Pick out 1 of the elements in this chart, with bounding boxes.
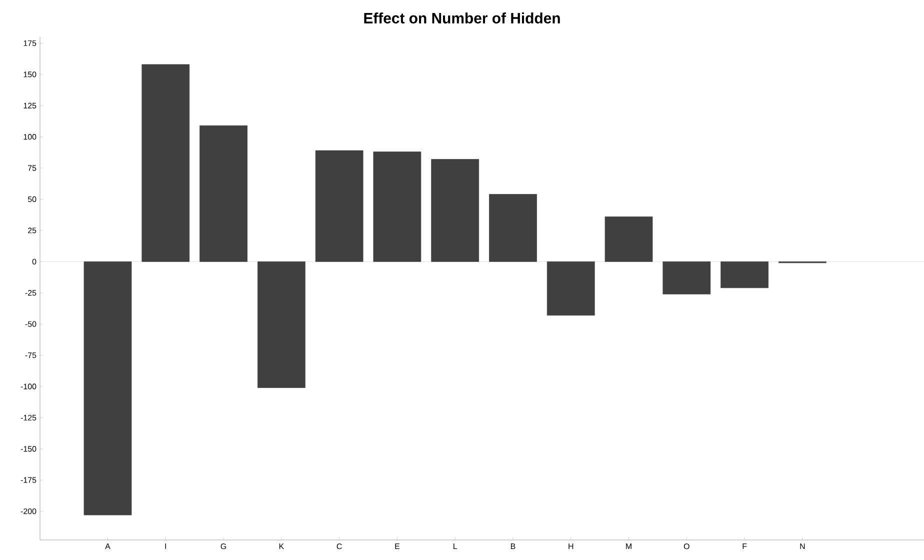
chart-title: Effect on Number of Hidden	[364, 12, 560, 24]
